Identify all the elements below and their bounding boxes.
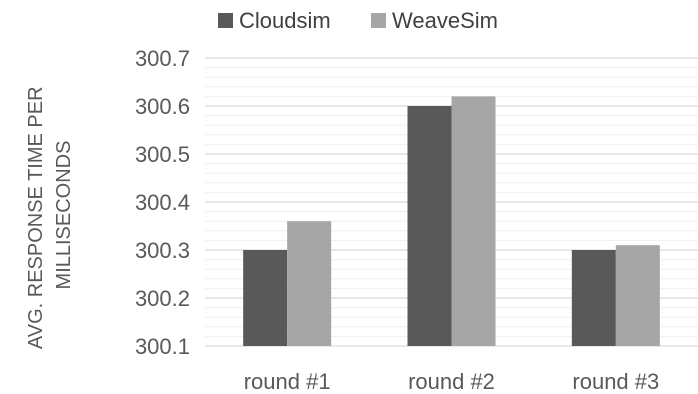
y-axis-ticks: 300.1 300.2 300.3 300.4 300.5 300.6 300.7 bbox=[135, 46, 190, 359]
y-tick-label: 300.1 bbox=[135, 334, 190, 359]
legend: Cloudsim WeaveSim bbox=[218, 8, 498, 33]
y-tick-label: 300.7 bbox=[135, 46, 190, 71]
y-axis-title: AVG. RESPONSE TIME PER MILLISECONDS bbox=[25, 81, 75, 349]
y-tick-label: 300.4 bbox=[135, 190, 190, 215]
bar-cloudsim-3 bbox=[571, 250, 616, 346]
bar-cloudsim-2 bbox=[407, 106, 452, 346]
y-tick-label: 300.6 bbox=[135, 94, 190, 119]
bar-weavesim-2 bbox=[451, 96, 496, 347]
bar-cloudsim-1 bbox=[243, 250, 288, 346]
bar-weavesim-3 bbox=[615, 245, 660, 346]
legend-label-weavesim: WeaveSim bbox=[392, 8, 498, 33]
legend-swatch-cloudsim bbox=[218, 13, 233, 28]
legend-swatch-weavesim bbox=[371, 13, 386, 28]
legend-label-cloudsim: Cloudsim bbox=[239, 8, 331, 33]
x-tick-label: round #2 bbox=[408, 369, 495, 394]
x-axis-ticks: round #1 round #2 round #3 bbox=[244, 369, 660, 394]
y-tick-label: 300.5 bbox=[135, 142, 190, 167]
y-axis-title-line-1: AVG. RESPONSE TIME PER bbox=[25, 86, 47, 349]
bars bbox=[243, 96, 660, 347]
bar-weavesim-1 bbox=[287, 221, 332, 346]
y-axis-title-line-2: MILLISECONDS bbox=[53, 141, 75, 290]
x-tick-label: round #3 bbox=[572, 369, 659, 394]
x-tick-label: round #1 bbox=[244, 369, 331, 394]
y-tick-label: 300.3 bbox=[135, 238, 190, 263]
y-tick-label: 300.2 bbox=[135, 286, 190, 311]
